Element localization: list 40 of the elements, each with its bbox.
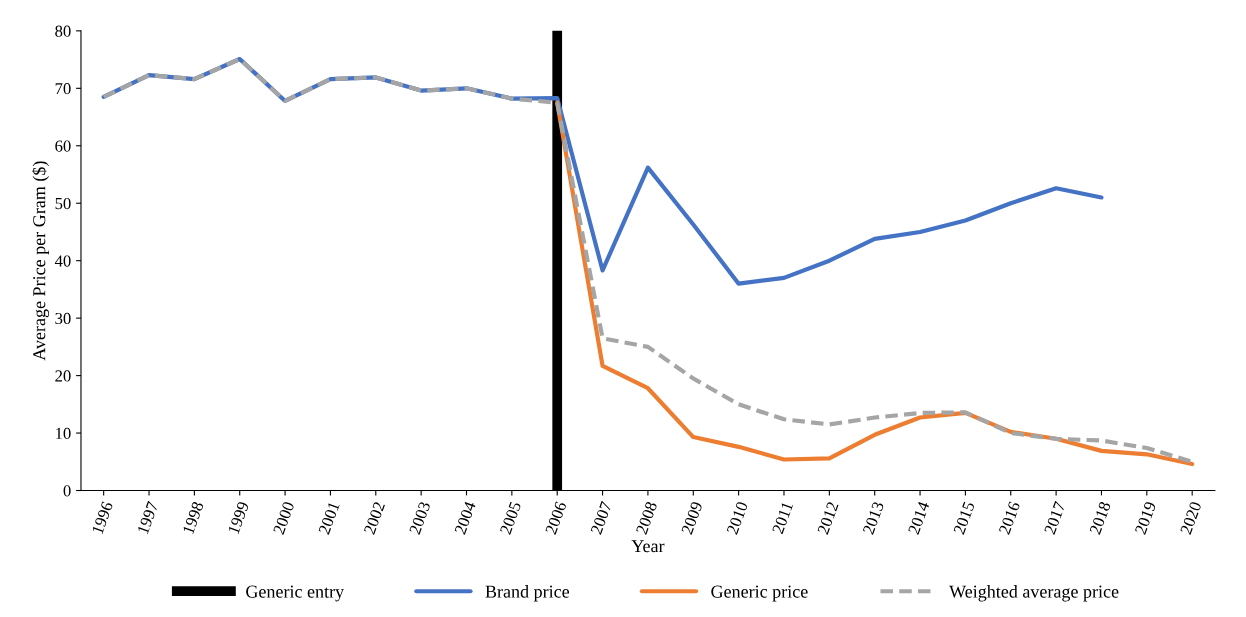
x-tick-label: 2015: [953, 501, 975, 535]
x-tick-label: 2000: [272, 501, 295, 535]
y-tick-label: 60: [55, 140, 71, 152]
x-tick-label: 1997: [137, 500, 159, 535]
y-tick-label: 70: [55, 83, 71, 95]
legend-label: Weighted average price: [949, 585, 1119, 602]
x-tick-label: 2018: [1089, 501, 1111, 535]
x-tick-label: 1996: [91, 500, 114, 535]
y-tick-label: 30: [55, 312, 71, 325]
y-tick-label: 80: [55, 25, 71, 37]
x-tick-label: 2009: [681, 501, 703, 535]
legend-label: Generic entry: [246, 585, 345, 602]
x-tick-label: 2016: [998, 500, 1021, 535]
x-tick-label: 2017: [1044, 500, 1066, 535]
x-tick-label: 2002: [363, 501, 386, 535]
x-tick-label: 2012: [817, 501, 839, 535]
x-tick-label: 2020: [1180, 501, 1202, 535]
x-tick-label: 2013: [862, 501, 885, 535]
x-tick-label: 2007: [590, 500, 613, 535]
x-tick-label: 1999: [227, 501, 250, 535]
x-tick-label: 2010: [726, 501, 749, 535]
x-tick-label: 2014: [907, 500, 930, 535]
x-tick-label: 2019: [1134, 501, 1157, 535]
y-tick-label: 10: [56, 427, 71, 439]
y-tick-label: 50: [55, 197, 71, 210]
x-tick-label: 1998: [182, 501, 204, 535]
x-tick-label: 2001: [318, 501, 340, 535]
y-axis-title: Average Price per Gram ($): [32, 161, 50, 361]
legend-label: Generic price: [711, 585, 808, 602]
x-axis-title: Year: [631, 540, 665, 553]
y-tick-label: 40: [54, 255, 71, 267]
y-tick-label: 0: [63, 485, 71, 497]
x-tick-label: 2004: [454, 500, 477, 535]
x-tick-label: 2008: [635, 501, 658, 535]
x-tick-label: 2006: [545, 500, 567, 535]
y-tick-label: 20: [55, 370, 71, 382]
x-tick-label: 2005: [499, 501, 522, 535]
x-tick-label: 2003: [409, 501, 431, 535]
x-tick-label: 2011: [771, 501, 794, 535]
legend-label: Brand price: [485, 585, 570, 602]
